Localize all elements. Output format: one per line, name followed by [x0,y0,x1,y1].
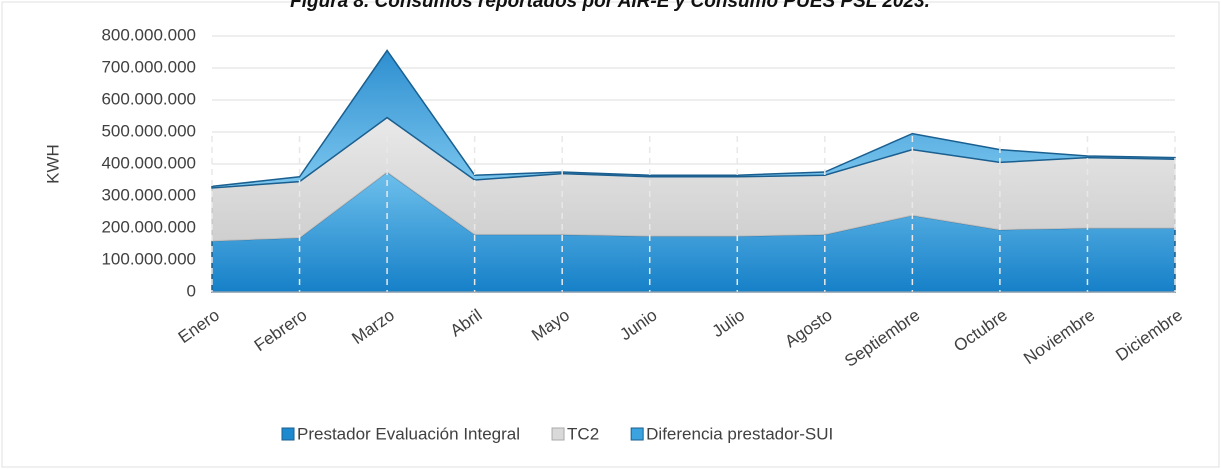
y-tick-label: 800.000.000 [101,25,196,44]
y-axis-label: KWH [43,144,62,184]
y-tick-label: 500.000.000 [101,121,196,140]
x-tick-label: Abril [447,305,486,340]
y-tick-label: 0 [187,281,196,300]
legend-label: Diferencia prestador-SUI [646,424,833,443]
x-tick-label: Septiembre [841,305,923,370]
legend-label: Prestador Evaluación Integral [297,424,520,443]
x-tick-label: Junio [616,305,660,344]
x-tick-label: Mayo [528,305,573,344]
x-tick-label: Diciembre [1112,305,1186,364]
x-tick-label: Marzo [348,305,398,348]
legend-swatch [630,427,644,441]
x-tick-label: Agosto [781,305,835,351]
y-tick-label: 300.000.000 [101,185,196,204]
x-tick-label: Julio [709,305,749,341]
legend: Prestador Evaluación Integral TC2 Diferenc… [281,424,833,443]
y-tick-label: 100.000.000 [101,249,196,268]
legend-swatch [551,427,565,441]
y-tick-label: 400.000.000 [101,153,196,172]
x-tick-label: Enero [175,305,223,347]
y-tick-label: 200.000.000 [101,217,196,236]
x-tick-label: Octubre [950,305,1010,355]
y-tick-label: 600.000.000 [101,89,196,108]
legend-label: TC2 [567,424,599,443]
legend-swatch [281,427,295,441]
x-tick-label: Noviembre [1020,305,1098,368]
x-tick-label: Febrero [251,305,311,355]
y-tick-label: 700.000.000 [101,57,196,76]
chart-title: Figura 8. Consumos reportados por AIR-E … [290,0,930,12]
